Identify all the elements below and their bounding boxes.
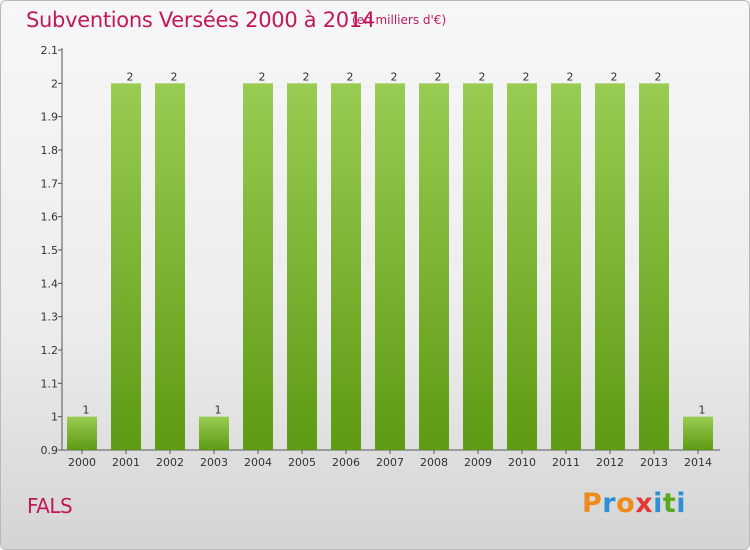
data-label-2005: 2 — [303, 70, 310, 83]
y-tick-label: 1 — [51, 411, 58, 424]
y-tick-label: 1.5 — [41, 244, 59, 257]
y-tick-label: 1.9 — [41, 111, 59, 124]
x-tick-label-2006: 2006 — [332, 456, 360, 469]
chart-subtitle: (en milliers d'€) — [352, 13, 447, 27]
logo-letter: t — [662, 488, 677, 519]
bar-2006 — [331, 83, 361, 450]
chart-bars — [67, 83, 713, 450]
x-tick-label-2014: 2014 — [684, 456, 712, 469]
x-tick-label-2011: 2011 — [552, 456, 580, 469]
x-tick-label-2003: 2003 — [200, 456, 228, 469]
bar-2009 — [463, 83, 493, 450]
proxiti-logo[interactable]: Proxiti — [582, 488, 686, 519]
data-label-2009: 2 — [479, 70, 486, 83]
bar-2003 — [199, 416, 229, 450]
y-tick-label: 1.4 — [41, 277, 59, 290]
data-label-2014: 1 — [699, 404, 706, 417]
chart-data-labels: 1 2 2 1 2 2 2 2 2 2 2 2 2 2 1 — [83, 70, 706, 416]
data-label-2001: 2 — [127, 70, 134, 83]
data-label-2007: 2 — [391, 70, 398, 83]
x-tick-label-2000: 2000 — [68, 456, 96, 469]
data-label-2008: 2 — [435, 70, 442, 83]
y-tick-label: 0.9 — [41, 444, 59, 457]
bar-2001 — [111, 83, 141, 450]
town-name: FALS — [27, 494, 73, 518]
y-tick-label: 2.1 — [41, 44, 59, 57]
bar-2010 — [507, 83, 537, 450]
data-label-2004: 2 — [259, 70, 266, 83]
y-tick-label: 1.2 — [41, 344, 59, 357]
y-tick-label: 1.1 — [41, 377, 59, 390]
x-tick-label-2002: 2002 — [156, 456, 184, 469]
y-tick-label: 1.3 — [41, 311, 59, 324]
data-label-2000: 1 — [83, 404, 90, 417]
bar-2012 — [595, 83, 625, 450]
bar-2002 — [155, 83, 185, 450]
x-tick-label-2008: 2008 — [420, 456, 448, 469]
y-tick-label: 1.6 — [41, 211, 59, 224]
data-label-2011: 2 — [567, 70, 574, 83]
bar-2011 — [551, 83, 581, 450]
bar-2007 — [375, 83, 405, 450]
logo-letter: r — [602, 488, 617, 519]
data-label-2006: 2 — [347, 70, 354, 83]
data-label-2013: 2 — [655, 70, 662, 83]
data-label-2010: 2 — [523, 70, 530, 83]
bar-2004 — [243, 83, 273, 450]
logo-letter: o — [616, 488, 636, 519]
y-tick-label: 1.7 — [41, 177, 59, 190]
x-tick-label-2012: 2012 — [596, 456, 624, 469]
x-tick-label-2005: 2005 — [288, 456, 316, 469]
logo-letter: i — [676, 488, 687, 519]
x-tick-label-2007: 2007 — [376, 456, 404, 469]
chart-title: Subventions Versées 2000 à 2014 — [26, 8, 375, 32]
bar-2014 — [683, 416, 713, 450]
bar-2005 — [287, 83, 317, 450]
x-tick-label-2010: 2010 — [508, 456, 536, 469]
data-label-2002: 2 — [171, 70, 178, 83]
x-tick-label-2001: 2001 — [112, 456, 140, 469]
data-label-2003: 1 — [215, 404, 222, 417]
bar-2013 — [639, 83, 669, 450]
logo-letter: P — [582, 488, 603, 519]
data-label-2012: 2 — [611, 70, 618, 83]
bar-2000 — [67, 416, 97, 450]
x-tick-label-2004: 2004 — [244, 456, 272, 469]
x-tick-label-2013: 2013 — [640, 456, 668, 469]
y-tick-label: 1.8 — [41, 144, 59, 157]
y-tick-label: 2 — [51, 77, 58, 90]
logo-letter: x — [635, 488, 654, 519]
bar-2008 — [419, 83, 449, 450]
x-tick-label-2009: 2009 — [464, 456, 492, 469]
logo-letter: i — [653, 488, 663, 519]
